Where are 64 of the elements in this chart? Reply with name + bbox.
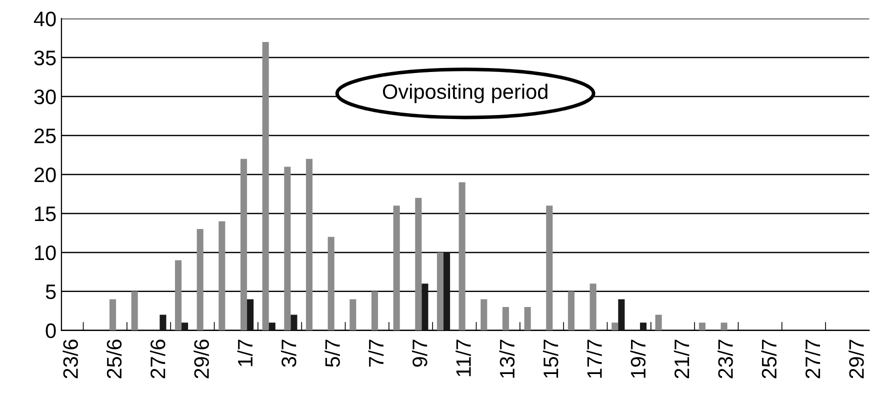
bar — [131, 291, 138, 330]
bar — [109, 299, 116, 330]
x-tick-label: 25/7 — [761, 340, 777, 378]
y-tick-label: 25 — [34, 128, 56, 144]
y-tick-label: 10 — [35, 245, 56, 260]
bar — [720, 322, 728, 330]
bar — [218, 221, 226, 330]
y-tick-label: 35 — [34, 50, 56, 66]
bar — [422, 284, 428, 330]
bar — [268, 322, 276, 330]
bar — [568, 291, 574, 330]
x-tick-label: 27/7 — [804, 340, 820, 378]
x-tick-label: 5/7 — [324, 340, 340, 367]
bar — [618, 299, 625, 330]
y-tick-label: 20 — [34, 167, 56, 182]
annotation: Ovipositing period — [382, 84, 548, 104]
x-tick-label: 15/7 — [542, 340, 558, 378]
x-tick-label: 25/6 — [106, 340, 122, 378]
y-tick-label: 15 — [35, 206, 56, 222]
y-tick-label: 30 — [34, 90, 56, 104]
x-tick-label: 23/7 — [718, 340, 733, 378]
x-tick-label: 23/6 — [62, 340, 78, 378]
x-tick-label: 7/7 — [368, 340, 384, 367]
x-tick-label: 11/7 — [456, 340, 471, 376]
y-tick-label: 0 — [46, 323, 56, 338]
bar — [284, 166, 291, 330]
x-tick-label: 1/7 — [237, 340, 253, 366]
bar — [640, 322, 647, 330]
bar — [350, 299, 356, 330]
bar — [480, 299, 488, 330]
bar — [612, 322, 618, 330]
bar — [546, 206, 553, 330]
bar — [240, 158, 248, 330]
y-tick-label: 5 — [46, 284, 56, 300]
x-tick-label: 27/6 — [150, 340, 166, 378]
bar — [502, 307, 510, 330]
x-tick-label: 19/7 — [630, 340, 646, 378]
bar — [160, 314, 166, 330]
x-tick-label: 3/7 — [280, 340, 296, 367]
bar — [247, 299, 254, 330]
bar — [458, 182, 466, 330]
bar — [393, 206, 400, 330]
bar — [590, 284, 596, 330]
bar — [524, 307, 531, 330]
bar — [306, 158, 313, 330]
x-tick-label: 13/7 — [499, 340, 515, 378]
x-tick-label: 29/7 — [848, 340, 864, 378]
bar — [444, 252, 450, 330]
y-tick-label: 40 — [34, 12, 56, 26]
bar — [174, 260, 182, 330]
bar — [290, 314, 298, 330]
bar — [698, 322, 706, 330]
bar — [655, 314, 662, 330]
x-tick-label: 17/7 — [586, 340, 602, 378]
bar — [328, 236, 334, 330]
bar — [371, 291, 378, 330]
x-tick-label: 29/6 — [194, 340, 209, 378]
bar — [182, 322, 188, 330]
bar — [436, 252, 444, 330]
x-tick-label: 9/7 — [412, 340, 428, 367]
bar — [196, 229, 204, 330]
bar — [415, 198, 422, 330]
bar — [262, 42, 269, 330]
x-tick-label: 21/7 — [674, 340, 690, 378]
